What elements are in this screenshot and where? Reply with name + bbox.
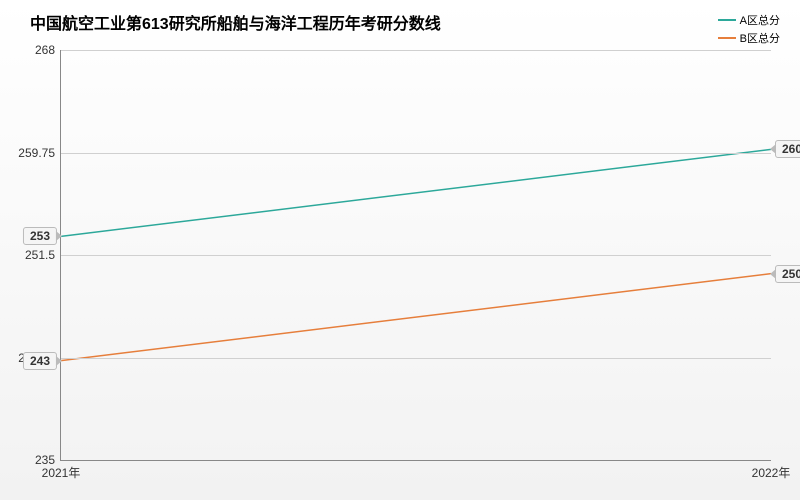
y-tick-label: 259.75 (18, 146, 61, 160)
data-point-label: 253 (23, 227, 57, 245)
legend: A区总分 B区总分 (718, 12, 780, 48)
plot-area: 235243.25251.5259.752682021年2022年2532602… (60, 50, 771, 461)
gridline (61, 255, 771, 256)
y-tick-label: 268 (35, 43, 61, 57)
y-tick-label: 251.5 (25, 248, 61, 262)
x-tick-label: 2022年 (752, 460, 791, 481)
gridline (61, 153, 771, 154)
legend-swatch-a (718, 19, 736, 21)
gridline (61, 50, 771, 51)
gridline (61, 358, 771, 359)
x-tick-label: 2021年 (42, 460, 81, 481)
chart-container: 中国航空工业第613研究所船舶与海洋工程历年考研分数线 A区总分 B区总分 23… (0, 0, 800, 500)
data-point-label: 260 (775, 140, 800, 158)
series-line (61, 149, 771, 236)
legend-item-b: B区总分 (718, 30, 780, 46)
chart-title: 中国航空工业第613研究所船舶与海洋工程历年考研分数线 (30, 10, 441, 34)
series-line (61, 274, 771, 361)
legend-item-a: A区总分 (718, 12, 780, 28)
legend-swatch-b (718, 37, 736, 39)
data-point-label: 243 (23, 352, 57, 370)
legend-label-a: A区总分 (740, 12, 780, 28)
data-point-label: 250 (775, 265, 800, 283)
legend-label-b: B区总分 (740, 30, 780, 46)
